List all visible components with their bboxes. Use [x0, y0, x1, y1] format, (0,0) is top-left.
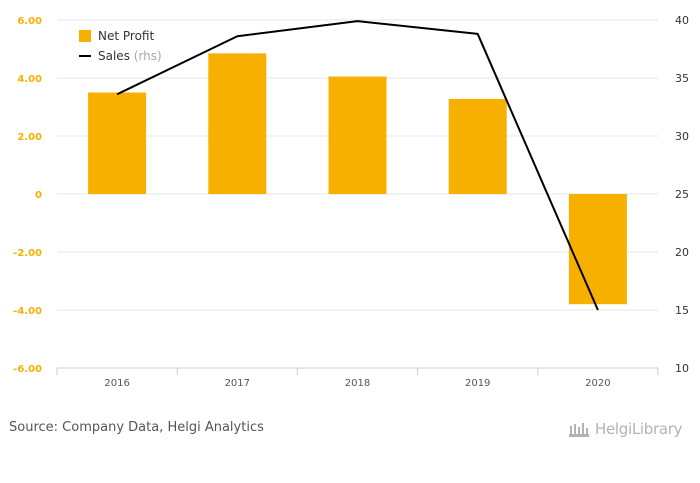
- y-right-tick-label: 10: [675, 362, 689, 375]
- y-right-tick-label: 15: [675, 304, 689, 317]
- bar-net-profit: [568, 194, 627, 305]
- library-icon: [569, 423, 589, 437]
- brand-logo: HelgiLibrary: [568, 420, 683, 438]
- line-sales: [116, 20, 599, 311]
- x-tick-label: 2017: [225, 378, 250, 389]
- y-right-tick-label: 25: [675, 188, 689, 201]
- bar-net-profit: [328, 76, 387, 194]
- y-left-tick-label: -4.00: [13, 306, 42, 317]
- y-right-tick-label: 40: [675, 14, 689, 27]
- x-tick-label: 2018: [345, 378, 370, 389]
- chart-svg: 2016 2017 2018 2019 2020 6.00 4.00 2.00 0 -2.00 -…: [13, 14, 689, 389]
- y-left-tick-label: -6.00: [13, 364, 42, 375]
- x-tick-label: 2019: [465, 378, 490, 389]
- y-left-tick-label: 6.00: [17, 16, 42, 27]
- legend-label-sales: Sales (rhs): [98, 49, 162, 63]
- bar-net-profit: [448, 98, 507, 194]
- y-left-tick-label: 0: [35, 190, 42, 201]
- y-right-tick-label: 30: [675, 130, 689, 143]
- legend-suffix-rhs: (rhs): [134, 49, 162, 63]
- y-right-tick-label: 35: [675, 72, 689, 85]
- y-left-tick-label: -2.00: [13, 248, 42, 259]
- y-left-tick-label: 2.00: [17, 132, 42, 143]
- legend-swatch-net-profit: [79, 30, 91, 42]
- legend-label-net-profit: Net Profit: [98, 29, 154, 43]
- y-left-tick-label: 4.00: [17, 74, 42, 85]
- bar-net-profit: [88, 92, 147, 194]
- brand-name: HelgiLibrary: [595, 420, 683, 438]
- y-right-tick-label: 20: [675, 246, 689, 259]
- x-tick-label: 2020: [585, 378, 610, 389]
- bar-net-profit: [208, 53, 267, 194]
- source-note: Source: Company Data, Helgi Analytics: [9, 420, 264, 435]
- x-tick-label: 2016: [104, 378, 129, 389]
